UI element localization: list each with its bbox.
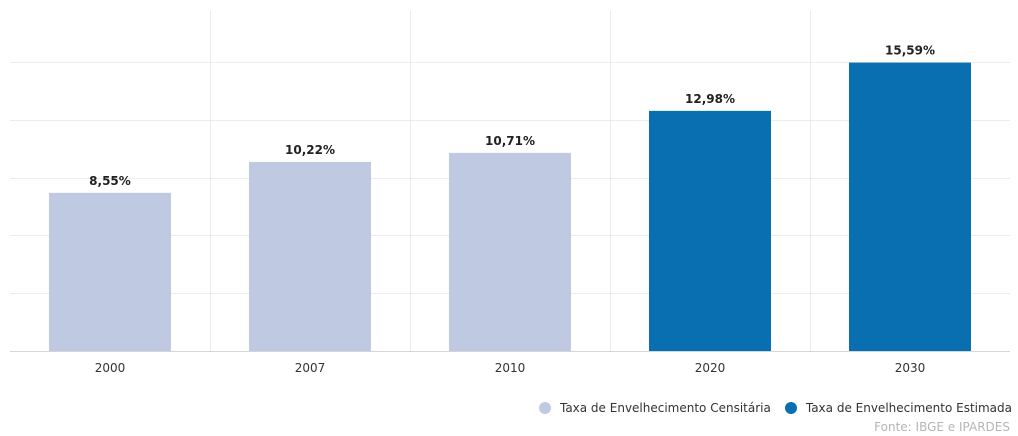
legend-marker-estimada <box>784 402 797 414</box>
x-tick-label-2030: 2030 <box>895 361 926 375</box>
bar-2010[interactable] <box>449 152 571 351</box>
bar-2030[interactable] <box>849 62 971 352</box>
data-label-2000: 8,55% <box>89 174 131 188</box>
legend-label-censitaria: Taxa de Envelhecimento Censitária <box>559 401 771 415</box>
bar-2007[interactable] <box>249 161 371 351</box>
data-label-2007: 10,22% <box>285 143 335 157</box>
data-label-2010: 10,71% <box>485 134 535 148</box>
legend-marker-censitaria <box>538 402 551 414</box>
x-tick-label-2010: 2010 <box>495 361 526 375</box>
legend: Taxa de Envelhecimento Censitária Taxa d… <box>525 401 1012 415</box>
x-tick-label-2020: 2020 <box>695 361 726 375</box>
bar-2000[interactable] <box>49 192 171 351</box>
x-tick-label-2000: 2000 <box>95 361 126 375</box>
data-label-2030: 15,59% <box>885 44 935 58</box>
x-tick-label-2007: 2007 <box>295 361 326 375</box>
bar-2020[interactable] <box>649 110 771 352</box>
legend-item-censitaria[interactable]: Taxa de Envelhecimento Censitária <box>538 401 771 415</box>
source-note: Fonte: IBGE e IPARDES <box>874 420 1010 434</box>
legend-label-estimada: Taxa de Envelhecimento Estimada <box>805 401 1012 415</box>
legend-item-estimada[interactable]: Taxa de Envelhecimento Estimada <box>784 401 1012 415</box>
bar-chart-plot: 8,55% 2000 10,22% 2007 10,71% 2010 12,98% 2020 1… <box>10 10 1010 375</box>
data-label-2020: 12,98% <box>685 92 735 106</box>
